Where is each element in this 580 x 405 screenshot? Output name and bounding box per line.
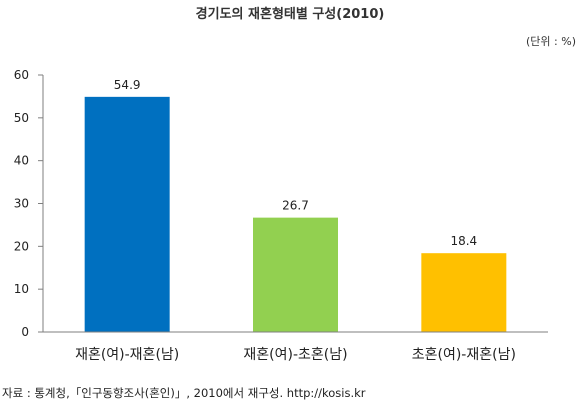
x-tick-label: 초혼(여)-재혼(남) [412,347,516,363]
value-labels: 54.9 26.7 18.4 [114,78,477,248]
bar [421,253,507,332]
y-tick-label: 30 [14,197,29,211]
bars [84,96,507,332]
y-tick-label: 50 [14,111,29,125]
bar [84,96,170,332]
y-tick-label: 60 [14,68,29,82]
y-tick-label: 20 [14,239,29,253]
y-tick-label: 0 [21,325,29,339]
source-note: 자료 : 통계청,「인구동향조사(혼인)」, 2010에서 재구성. http:… [2,386,366,400]
x-tick-label: 재혼(여)-재혼(남) [75,347,179,363]
y-tick-label: 40 [14,154,29,168]
x-tick-label: 재혼(여)-초혼(남) [243,347,347,363]
bar [253,217,338,332]
x-axis-labels: 재혼(여)-재혼(남) 재혼(여)-초혼(남) 초혼(여)-재혼(남) [75,347,516,363]
y-tick-label: 10 [14,282,29,296]
data-label: 26.7 [282,199,309,213]
data-label: 18.4 [450,234,477,248]
data-label: 54.9 [114,78,141,92]
chart-title: 경기도의 재혼형태별 구성(2010) [195,7,385,22]
unit-label: (단위 : %) [526,35,576,48]
y-axis-ticks: 0 10 20 30 40 50 60 [14,68,43,339]
